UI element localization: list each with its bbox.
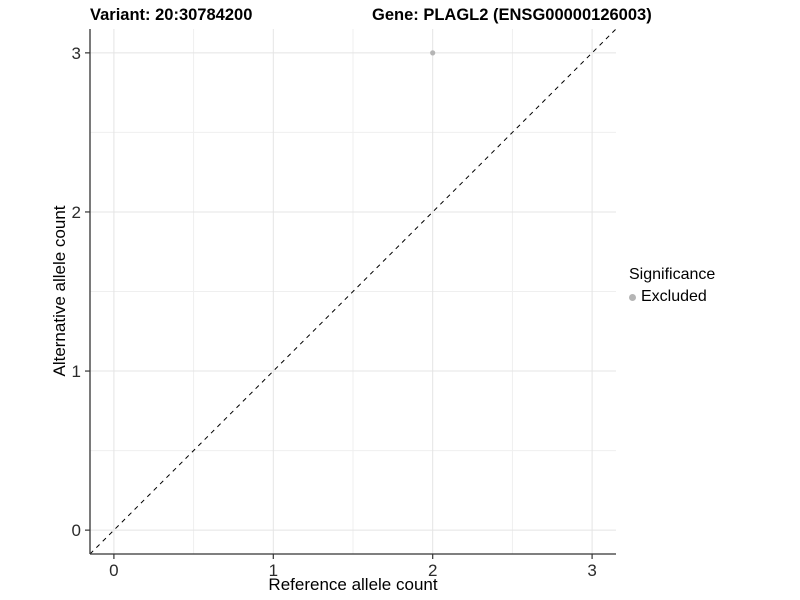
data-point bbox=[430, 50, 436, 56]
legend: Significance Excluded bbox=[629, 266, 715, 306]
x-tick-label: 2 bbox=[428, 561, 437, 580]
x-tick-label: 0 bbox=[109, 561, 118, 580]
identity-line bbox=[89, 28, 617, 555]
y-axis-title: Alternative allele count bbox=[50, 205, 69, 377]
x-tick-label: 1 bbox=[269, 561, 278, 580]
legend-marker-circle-icon bbox=[629, 293, 636, 301]
y-tick-label: 2 bbox=[72, 203, 81, 222]
y-tick-label: 0 bbox=[72, 521, 81, 540]
legend-item-label: Excluded bbox=[641, 288, 707, 305]
y-tick-label: 3 bbox=[72, 44, 81, 63]
y-tick-label: 1 bbox=[72, 362, 81, 381]
gene-title: Gene: PLAGL2 (ENSG00000126003) bbox=[372, 6, 652, 24]
legend-item-excluded: Excluded bbox=[629, 288, 715, 306]
legend-title: Significance bbox=[629, 266, 716, 283]
x-tick-label: 3 bbox=[587, 561, 596, 580]
x-axis-title: Reference allele count bbox=[268, 575, 438, 594]
variant-title: Variant: 20:30784200 bbox=[90, 6, 253, 24]
